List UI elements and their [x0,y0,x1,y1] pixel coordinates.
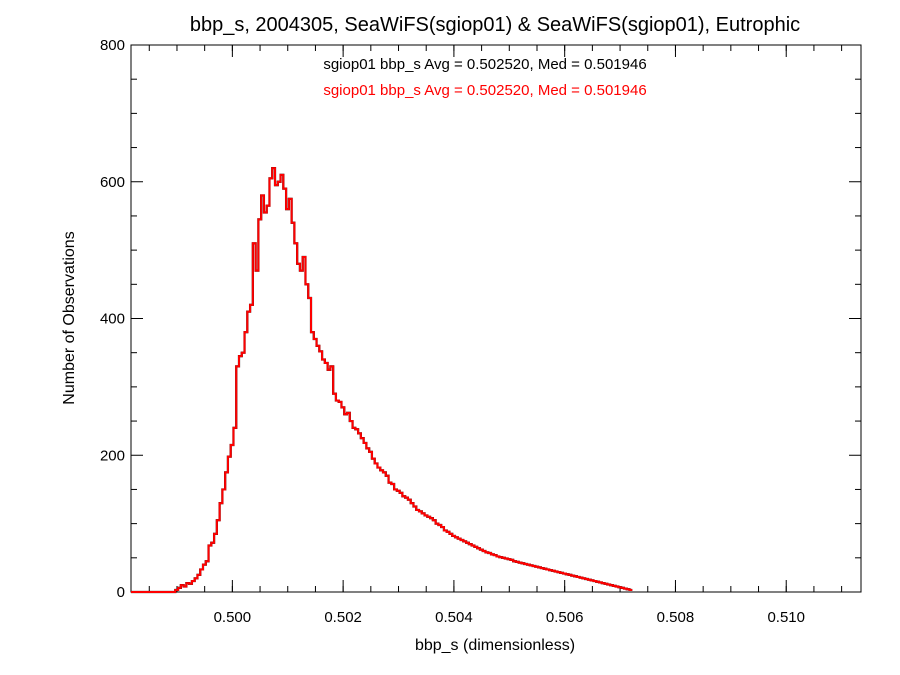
y-tick-label: 400 [100,311,125,328]
series-black-step-line [131,166,633,594]
annotation-red: sgiop01 bbp_s Avg = 0.502520, Med = 0.50… [323,82,646,99]
y-tick-label: 200 [100,447,125,464]
x-tick-label: 0.508 [657,609,695,626]
plot-frame [130,44,862,593]
chart-title: bbp_s, 2004305, SeaWiFS(sgiop01) & SeaWi… [190,14,800,36]
x-tick-label: 0.506 [546,609,584,626]
x-tick-label: 0.500 [214,609,252,626]
y-tick-labels: 0 200 400 600 800 [100,37,125,601]
x-tick-label: 0.502 [324,609,362,626]
x-axis-label: bbp_s (dimensionless) [415,637,575,654]
series-red-step-line [131,167,633,593]
y-tick-label: 800 [100,37,125,54]
x-tick-label: 0.510 [767,609,805,626]
annotation-black: sgiop01 bbp_s Avg = 0.502520, Med = 0.50… [323,56,646,73]
x-tick-labels: 0.500 0.502 0.504 0.506 0.508 0.510 [214,609,805,626]
y-tick-label: 0 [117,584,125,601]
y-tick-label: 600 [100,174,125,191]
axis-ticks [131,44,861,593]
x-tick-label: 0.504 [435,609,473,626]
y-axis-label: Number of Observations [61,231,78,404]
